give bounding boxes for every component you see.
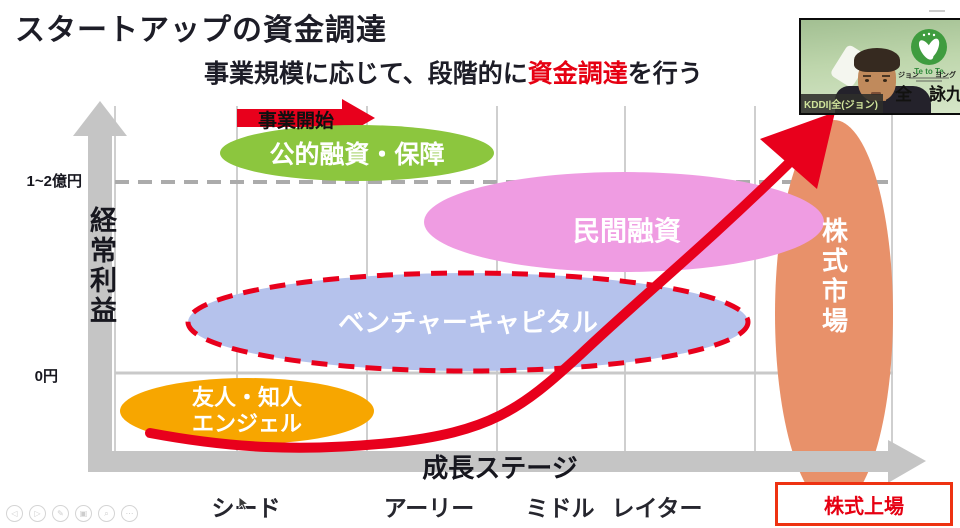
- participant-label: KDDI|全(ジョン): [801, 94, 883, 113]
- region-label-angel-line1: 友人・知人: [191, 385, 303, 410]
- business-start-label: 事業開始: [257, 111, 334, 132]
- slide-title: スタートアップの資金調達: [15, 14, 387, 47]
- x-axis-label: 成長ステージ: [422, 453, 578, 483]
- subtitle-pre: 事業規模に応じて、段階的に: [204, 60, 528, 88]
- participant-name: 全 詠九: [895, 85, 960, 104]
- participant-brow-left: [863, 75, 871, 77]
- x-axis-arrow: [88, 440, 926, 483]
- logo-microtext-line1: [909, 77, 949, 79]
- furigana-first: ジョン: [898, 72, 919, 79]
- mouse-cursor: [238, 496, 250, 511]
- zoom-button[interactable]: ⌕: [98, 505, 115, 522]
- tetote-logo-text: Te to Te: [914, 67, 944, 76]
- ipo-label-box: 株式上場: [775, 482, 953, 526]
- tetote-logo: Te to Te: [905, 28, 953, 83]
- region-label-stock-market: 株式市場: [818, 217, 849, 337]
- slide-subtitle: 事業規模に応じて、段階的に資金調達を行う: [204, 54, 703, 90]
- stage-later: レイター: [611, 495, 703, 521]
- region-venture-capital: [185, 270, 751, 374]
- region-label-venture-capital: ベンチャーキャピタル: [338, 307, 598, 338]
- tetote-logo-mark: [911, 29, 947, 65]
- subtitle-post: を行う: [627, 60, 703, 88]
- growth-curve-arrowhead: [760, 112, 835, 189]
- growth-curve: [145, 159, 793, 453]
- region-private-loans: [424, 172, 824, 272]
- furigana-last: ヨング: [935, 72, 956, 79]
- region-label-private-loans: 民間融資: [573, 216, 681, 247]
- region-label-public-loans: 公的融資・保障: [269, 141, 445, 169]
- stage-middle: ミドル: [525, 495, 595, 521]
- video-call-tile[interactable]: Te to Te ジョン ヨング 全 詠九 KDDI|全(ジョン): [799, 18, 960, 115]
- subtitle-highlight: 資金調達: [527, 60, 628, 88]
- capture-button[interactable]: ▣: [75, 505, 92, 522]
- y-axis-arrow: [73, 101, 127, 460]
- logo-microtext-line2: [916, 80, 942, 82]
- region-angel: [120, 378, 374, 444]
- participant-brow-right: [882, 75, 890, 77]
- faint-artifact: [929, 10, 945, 14]
- more-options-button[interactable]: ⋯: [121, 505, 138, 522]
- region-label-angel-line2: エンジェル: [191, 411, 303, 436]
- y-tick-top: 1~2億円: [26, 173, 82, 190]
- next-slide-button[interactable]: ▷: [29, 505, 46, 522]
- participant-eye-right: [883, 79, 887, 82]
- y-axis-label: 経常利益: [86, 206, 116, 326]
- region-public-loans: [220, 125, 494, 181]
- y-tick-zero: 0円: [34, 368, 58, 385]
- region-label-angel: 友人・知人 エンジェル: [192, 385, 302, 437]
- participant-name-block: ジョン ヨング 全 詠九: [895, 70, 960, 105]
- previous-slide-button[interactable]: ◁: [6, 505, 23, 522]
- stage-early: アーリー: [383, 495, 475, 521]
- ipo-label: 株式上場: [824, 495, 904, 518]
- participant-eye-left: [865, 79, 869, 82]
- pen-tool-button[interactable]: ✎: [52, 505, 69, 522]
- participant-mouth: [871, 92, 881, 95]
- viewer-toolbar: ◁ ▷ ✎ ▣ ⌕ ⋯: [6, 505, 138, 522]
- participant-hair: [854, 48, 900, 72]
